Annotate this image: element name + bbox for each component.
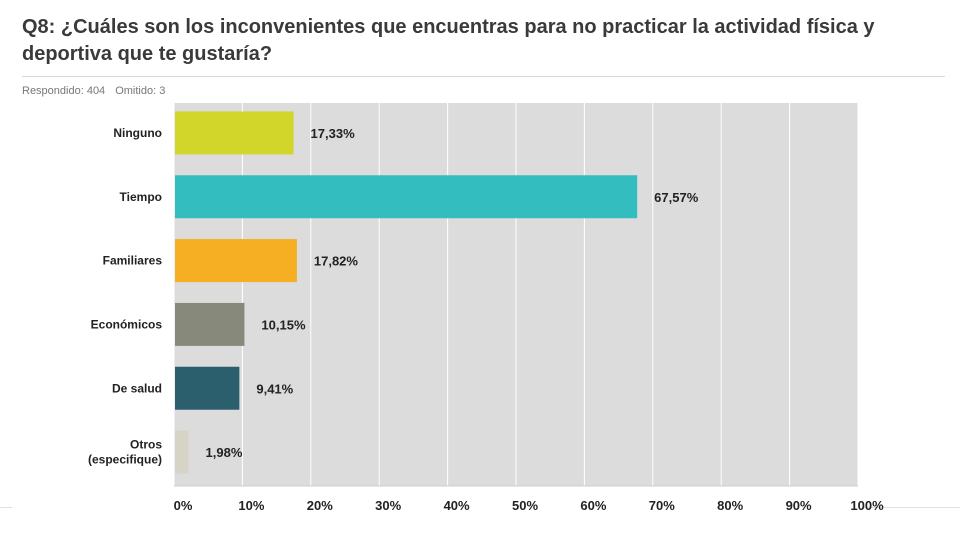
x-tick-label: 30% — [375, 498, 401, 513]
footer-rule-left — [0, 507, 12, 508]
category-label: Económicos — [91, 317, 163, 331]
question-title: Q8: ¿Cuáles son los inconvenientes que e… — [22, 16, 875, 65]
x-tick-label: 0% — [174, 498, 193, 513]
bar — [175, 175, 638, 219]
x-tick-label: 20% — [307, 498, 333, 513]
category-label: Ninguno — [113, 126, 162, 140]
bar — [175, 302, 245, 346]
answered-count: Respondido: 404 — [22, 85, 106, 97]
x-tick-label: 60% — [580, 498, 606, 513]
bar-value-label: 67,57% — [654, 190, 699, 205]
footer-rule-right — [862, 507, 960, 508]
bar — [175, 239, 297, 283]
category-label: De salud — [112, 381, 162, 395]
bar-value-label: 9,41% — [256, 381, 293, 396]
x-tick-label: 100% — [850, 498, 884, 513]
title-divider — [22, 76, 945, 77]
bar — [175, 430, 189, 474]
category-label: Otros — [130, 438, 162, 452]
x-tick-label: 70% — [649, 498, 675, 513]
x-tick-label: 80% — [717, 498, 743, 513]
bar-value-label: 17,33% — [311, 126, 356, 141]
bar-value-label: 1,98% — [206, 445, 243, 460]
bar — [175, 111, 294, 155]
category-label: Tiempo — [120, 190, 162, 204]
bar-value-label: 17,82% — [314, 254, 359, 269]
category-label: Familiares — [103, 254, 163, 268]
category-label: (especifique) — [88, 453, 162, 467]
skipped-count: Omitido: 3 — [115, 85, 166, 97]
x-tick-label: 40% — [444, 498, 470, 513]
response-stats: Respondido: 404 Omitido: 3 — [22, 84, 165, 98]
bar — [175, 366, 240, 410]
bar-value-label: 10,15% — [261, 317, 306, 332]
x-tick-label: 10% — [238, 498, 264, 513]
x-tick-label: 90% — [786, 498, 812, 513]
x-tick-label: 50% — [512, 498, 538, 513]
